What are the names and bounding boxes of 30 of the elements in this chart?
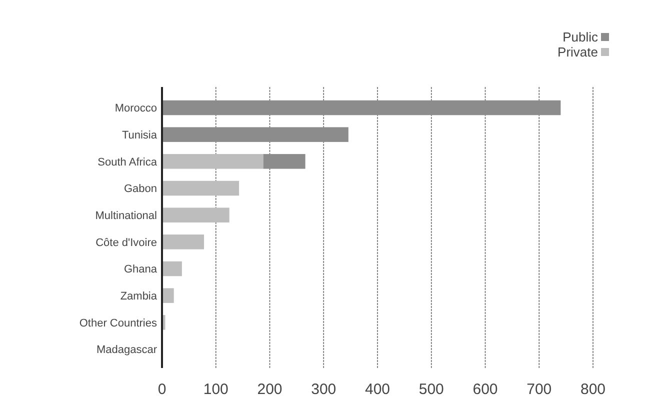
bar — [162, 288, 174, 303]
x-tick-label: 400 — [364, 381, 390, 398]
y-tick-label: Tunisia — [122, 129, 158, 142]
x-tick-label: 700 — [526, 381, 552, 398]
bar — [162, 208, 230, 222]
x-tick-label: 500 — [418, 381, 444, 398]
x-tick-label: 300 — [311, 381, 336, 398]
y-tick-label: Ghana — [124, 264, 158, 276]
x-tick-label: 800 — [580, 381, 606, 398]
y-tick-label: Côte d'Ivoire — [96, 236, 157, 249]
y-tick-label: Morocco — [114, 102, 157, 115]
y-tick-label: South Africa — [98, 156, 158, 168]
bar — [162, 234, 204, 250]
bar — [162, 154, 264, 169]
x-tick-label: 100 — [203, 381, 228, 398]
bar — [162, 100, 561, 116]
x-tick-label: 600 — [472, 381, 498, 398]
legend-label: Private — [558, 44, 598, 60]
bar — [162, 261, 182, 276]
y-tick-label: Multinational — [95, 210, 157, 222]
bar — [162, 180, 240, 196]
x-tick-label: 0 — [158, 381, 166, 398]
bar — [263, 154, 306, 169]
y-tick-label: Madagascar — [96, 344, 158, 356]
y-tick-label: Zambia — [120, 290, 158, 302]
x-tick-label: 200 — [257, 381, 282, 398]
y-tick-label: Gabon — [124, 183, 157, 196]
legend-label: Public — [562, 30, 598, 45]
bar — [162, 127, 348, 142]
y-tick-label: Other Countries — [79, 317, 158, 330]
